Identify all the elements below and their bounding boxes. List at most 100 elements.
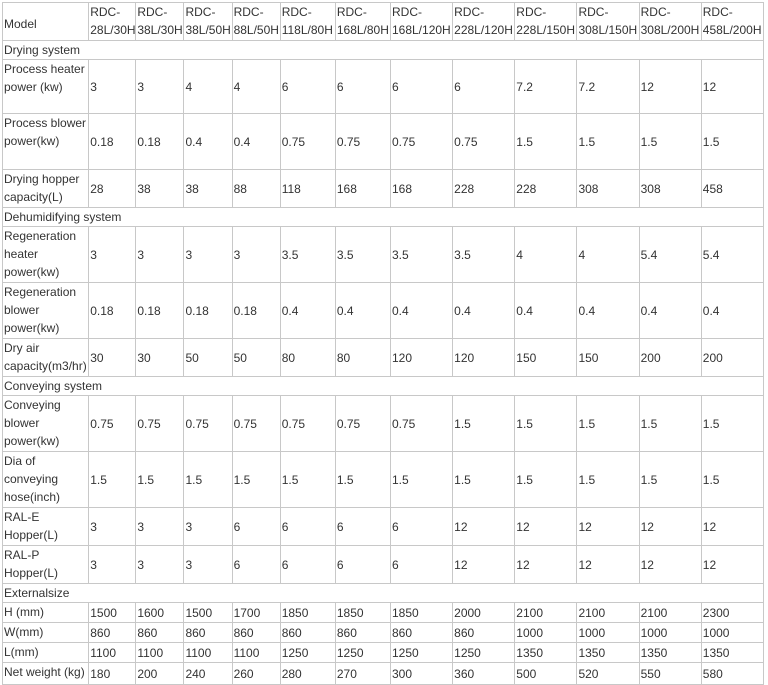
value-cell: 1.5 xyxy=(231,451,281,508)
value-cell: 0.75 xyxy=(389,113,454,170)
value-cell: 228 xyxy=(514,169,578,208)
table-row: W(mm) 860 860 860 860 860 860 860 860 1000 1000 100… xyxy=(1,622,765,643)
value-cell: 1.5 xyxy=(638,395,702,452)
value-cell: 1.5 xyxy=(514,395,578,452)
table-row: H (mm) 1500 1600 1500 1700 1850 1850 1850 2000 21… xyxy=(1,602,765,623)
value-cell: 3.5 xyxy=(334,226,391,283)
value-cell: 150 xyxy=(576,338,640,377)
row-label: Process blower power(kw) xyxy=(1,113,90,170)
value-cell: 0.4 xyxy=(638,282,702,339)
value-cell: 0.18 xyxy=(183,282,233,339)
row-label: H (mm) xyxy=(1,602,90,623)
value-cell: 0.4 xyxy=(514,282,578,339)
table-row: L(mm) 1100 1100 1100 1100 1250 1250 1250 1250 135… xyxy=(1,642,765,663)
value-cell: 860 xyxy=(88,622,137,643)
row-label: Process heater power (kw) xyxy=(1,59,90,114)
value-cell: 6 xyxy=(389,507,454,546)
value-cell: 28 xyxy=(88,169,137,208)
model-header-cell: RDC-38L/30H xyxy=(135,2,185,41)
row-label: Conveying blower power(kw) xyxy=(1,395,90,452)
value-cell: 2100 xyxy=(576,602,640,623)
section-row: Dehumidifying system xyxy=(2,207,764,227)
row-label: RAL-E Hopper(L) xyxy=(1,507,90,546)
value-cell: 0.4 xyxy=(452,282,516,339)
value-cell: 120 xyxy=(389,338,454,377)
value-cell: 1.5 xyxy=(700,395,765,452)
value-cell: 38 xyxy=(183,169,233,208)
value-cell: 118 xyxy=(279,169,336,208)
value-cell: 7.2 xyxy=(514,59,578,114)
value-cell: 1.5 xyxy=(514,113,578,170)
table-row: Drying hopper capacity(L) 28 38 38 88 118 168 1… xyxy=(1,169,765,208)
value-cell: 12 xyxy=(514,507,578,546)
section-title: Dehumidifying system xyxy=(2,207,764,227)
header-model-label: Model xyxy=(1,2,90,41)
value-cell: 300 xyxy=(389,662,454,685)
value-cell: 0.75 xyxy=(183,395,233,452)
value-cell: 1100 xyxy=(88,642,137,663)
value-cell: 860 xyxy=(183,622,233,643)
value-cell: 0.4 xyxy=(279,282,336,339)
value-cell: 1850 xyxy=(279,602,336,623)
row-label: Dia of conveying hose(inch) xyxy=(1,451,90,508)
value-cell: 80 xyxy=(334,338,391,377)
value-cell: 1850 xyxy=(334,602,391,623)
value-cell: 0.75 xyxy=(279,113,336,170)
value-cell: 4 xyxy=(183,59,233,114)
value-cell: 5.4 xyxy=(700,226,765,283)
model-header-cell: RDC-88L/50H xyxy=(231,2,281,41)
value-cell: 80 xyxy=(279,338,336,377)
value-cell: 6 xyxy=(279,545,336,584)
value-cell: 580 xyxy=(700,662,765,685)
value-cell: 1.5 xyxy=(389,451,454,508)
model-header-cell: RDC-308L/200H xyxy=(638,2,702,41)
model-header-cell: RDC-28L/30H xyxy=(88,2,137,41)
value-cell: 120 xyxy=(452,338,516,377)
value-cell: 7.2 xyxy=(576,59,640,114)
value-cell: 1.5 xyxy=(334,451,391,508)
value-cell: 1000 xyxy=(576,622,640,643)
value-cell: 0.4 xyxy=(576,282,640,339)
value-cell: 1.5 xyxy=(700,113,765,170)
value-cell: 0.75 xyxy=(452,113,516,170)
value-cell: 1.5 xyxy=(452,451,516,508)
row-label: Drying hopper capacity(L) xyxy=(1,169,90,208)
value-cell: 3 xyxy=(135,507,185,546)
table-row: Regeneration heater power(kw) 3 3 3 3 3.5 3.5 3… xyxy=(1,226,765,283)
model-header-cell: RDC-168L/120H xyxy=(389,2,454,41)
value-cell: 1100 xyxy=(135,642,185,663)
value-cell: 1500 xyxy=(88,602,137,623)
value-cell: 3 xyxy=(88,226,137,283)
value-cell: 12 xyxy=(452,507,516,546)
value-cell: 12 xyxy=(700,507,765,546)
value-cell: 520 xyxy=(576,662,640,685)
value-cell: 860 xyxy=(452,622,516,643)
row-label: W(mm) xyxy=(1,622,90,643)
value-cell: 6 xyxy=(334,59,391,114)
value-cell: 0.75 xyxy=(334,113,391,170)
value-cell: 50 xyxy=(183,338,233,377)
value-cell: 30 xyxy=(88,338,137,377)
value-cell: 1700 xyxy=(231,602,281,623)
value-cell: 2100 xyxy=(514,602,578,623)
value-cell: 1250 xyxy=(279,642,336,663)
model-header-cell: RDC-228L/150H xyxy=(514,2,578,41)
value-cell: 3 xyxy=(88,507,137,546)
value-cell: 2300 xyxy=(700,602,765,623)
value-cell: 6 xyxy=(452,59,516,114)
value-cell: 168 xyxy=(389,169,454,208)
value-cell: 0.18 xyxy=(88,282,137,339)
value-cell: 200 xyxy=(135,662,185,685)
value-cell: 30 xyxy=(135,338,185,377)
value-cell: 1.5 xyxy=(638,113,702,170)
value-cell: 3 xyxy=(88,545,137,584)
value-cell: 0.75 xyxy=(389,395,454,452)
value-cell: 12 xyxy=(700,545,765,584)
value-cell: 458 xyxy=(700,169,765,208)
table-row: Process heater power (kw) 3 3 4 4 6 6 6 6 7.2 7.2 1… xyxy=(1,59,765,114)
value-cell: 3 xyxy=(183,226,233,283)
section-row: Conveying system xyxy=(2,376,764,396)
table-row: RAL-E Hopper(L) 3 3 3 6 6 6 6 12 12 12 12 12 xyxy=(1,507,765,546)
section-title: Conveying system xyxy=(2,376,764,396)
